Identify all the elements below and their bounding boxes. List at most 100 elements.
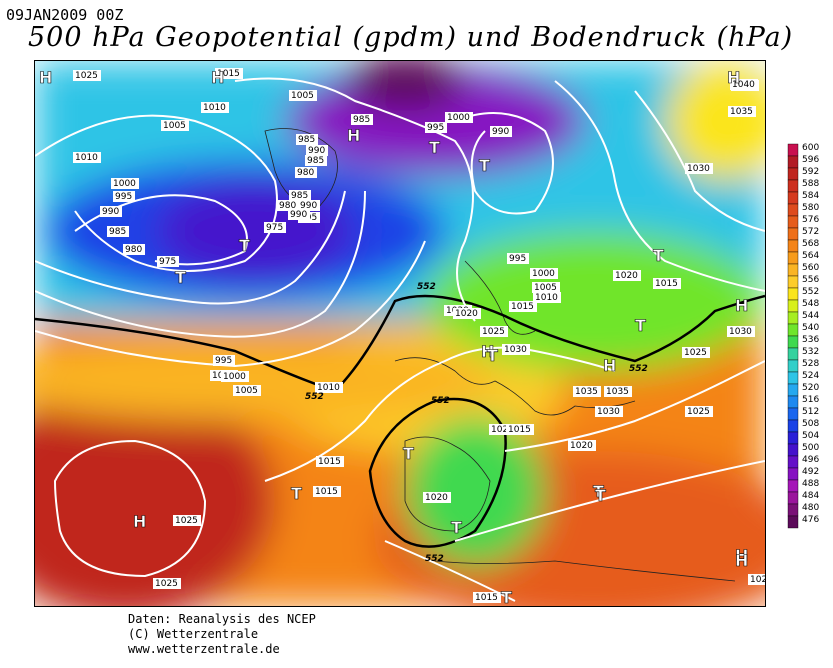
isobar-label-box xyxy=(113,191,135,202)
isobar-label: 1035 xyxy=(606,387,629,397)
colorbar-swatch xyxy=(787,215,799,229)
isobar-label-box xyxy=(423,492,451,503)
isobar-label: 990 xyxy=(300,201,317,211)
isobar-label: 995 xyxy=(427,123,444,133)
colorbar-swatch xyxy=(787,371,799,385)
isobar-label: 1005 xyxy=(534,283,557,293)
colorbar-swatch xyxy=(787,167,799,181)
high-pressure-marker: H xyxy=(39,68,52,87)
low-pressure-marker: T xyxy=(403,444,414,463)
isobar-label: 975 xyxy=(266,223,283,233)
isobar-label-box xyxy=(473,592,501,603)
isobar-label-box xyxy=(573,386,601,397)
colorbar-label: 540 xyxy=(802,323,819,333)
isobar-label: 980 xyxy=(297,168,314,178)
isobar-label: 1030 xyxy=(729,327,752,337)
colorbar-label: 476 xyxy=(802,515,819,525)
high-pressure-marker: H xyxy=(735,296,748,315)
isobar-label: 985 xyxy=(298,135,315,145)
colorbar-swatch xyxy=(787,479,799,493)
isobar-label: 1000 xyxy=(532,269,555,279)
colorbar-swatch xyxy=(787,383,799,397)
isobar-label: 1015 xyxy=(655,279,678,289)
colorbar-label: 512 xyxy=(802,407,819,417)
isobar-label: 990 xyxy=(290,210,307,220)
geopotential-label: 552 xyxy=(425,554,444,564)
colorbar-label: 584 xyxy=(802,191,819,201)
isobar-label-box xyxy=(530,268,558,279)
colorbar-label: 600 xyxy=(802,143,819,153)
isobar-label: 1015 xyxy=(315,487,338,497)
isobar-label: 1015 xyxy=(475,593,498,603)
colorbar-label: 488 xyxy=(802,479,819,489)
colorbar-label: 532 xyxy=(802,347,819,357)
isobar-label: 1010 xyxy=(535,293,558,303)
colorbar-swatch xyxy=(787,191,799,205)
isobar-label-box xyxy=(425,122,447,133)
colorbar-swatch xyxy=(787,155,799,169)
isobar-label-box xyxy=(730,79,758,90)
isobar-label: 990 xyxy=(308,146,325,156)
colorbar-label: 544 xyxy=(802,311,819,321)
colorbar-label: 596 xyxy=(802,155,819,165)
isobar-label: 1025 xyxy=(491,425,514,435)
low-pressure-marker: T xyxy=(291,484,302,503)
colorbar-swatch xyxy=(787,359,799,373)
low-pressure-marker: T xyxy=(635,316,646,335)
isobar-label-box xyxy=(277,200,299,211)
isobar-label-box xyxy=(107,226,129,237)
colorbar-label: 580 xyxy=(802,203,819,213)
isobar-label: 1000 xyxy=(447,113,470,123)
isobar-label: 1035 xyxy=(575,387,598,397)
isobar-label: 1030 xyxy=(597,407,620,417)
isobar-label-box xyxy=(295,167,317,178)
colorbar-label: 520 xyxy=(802,383,819,393)
colorbar-swatch xyxy=(787,467,799,481)
high-pressure-marker: H xyxy=(735,546,748,565)
isobar-label: 1010 xyxy=(317,383,340,393)
colorbar-swatch xyxy=(787,455,799,469)
isobar-label: 975 xyxy=(159,257,176,267)
isobar-label-box xyxy=(506,424,534,435)
isobar-label-box xyxy=(296,134,318,145)
colorbar-swatch xyxy=(787,407,799,421)
isobar-label: 1030 xyxy=(504,345,527,355)
low-pressure-marker: T xyxy=(501,588,512,606)
colorbar-label: 588 xyxy=(802,179,819,189)
isobar-label: 1020 xyxy=(615,271,638,281)
isobar-label: 1030 xyxy=(687,164,710,174)
credits-website: www.wetterzentrale.de xyxy=(128,642,280,656)
low-pressure-marker: T xyxy=(653,246,664,265)
isobar-label: 990 xyxy=(492,127,509,137)
isobar-label-box xyxy=(153,578,181,589)
isobar-label: 102 xyxy=(750,575,765,585)
isobar-label-box xyxy=(201,102,229,113)
colorbar-label: 556 xyxy=(802,275,819,285)
isobar-label-box xyxy=(568,440,596,451)
isobar-label-box xyxy=(351,114,373,125)
isobar-label-box xyxy=(480,326,508,337)
geopotential-labels: 552 552 552 552 552 xyxy=(305,282,648,564)
isobar-label: 1010 xyxy=(203,103,226,113)
isobar-label-box xyxy=(298,200,320,211)
geopotential-field xyxy=(35,61,765,606)
isobar-label: 1015 xyxy=(217,69,240,79)
colorbar-swatch xyxy=(787,275,799,289)
high-pressure-marker: H xyxy=(211,68,224,87)
isobar-label: 1025 xyxy=(684,348,707,358)
colorbar-label: 560 xyxy=(802,263,819,273)
isobar-label-box xyxy=(682,347,710,358)
isobar-label-box xyxy=(233,385,261,396)
isobar-label-box xyxy=(315,382,343,393)
colorbar-label: 496 xyxy=(802,455,819,465)
colorbar-swatch xyxy=(787,203,799,217)
isobar-label: 995 xyxy=(115,192,132,202)
isobar-label-box xyxy=(595,406,623,417)
high-pressure-marker: H xyxy=(727,68,740,87)
isobar-label: 1025 xyxy=(155,579,178,589)
isobar-label-box xyxy=(123,244,145,255)
isobar-label: 1005 xyxy=(291,91,314,101)
colorbar-label: 564 xyxy=(802,251,819,261)
credits-copyright: (C) Wetterzentrale xyxy=(128,627,259,641)
colorbar-swatch xyxy=(787,419,799,433)
